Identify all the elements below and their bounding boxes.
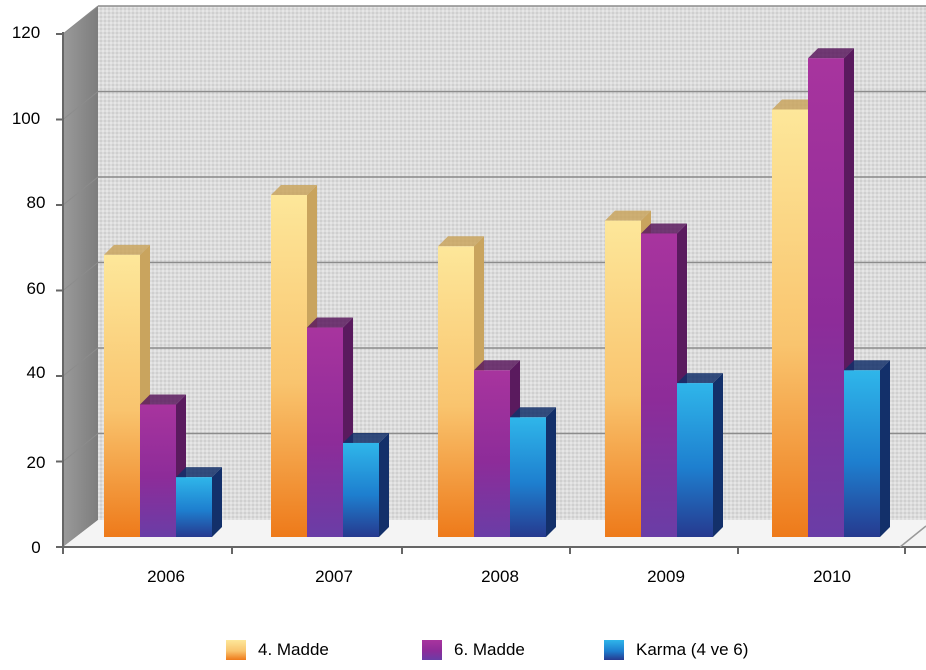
bar-top [176, 467, 222, 478]
bar-top [104, 244, 150, 255]
bar-front [343, 442, 379, 537]
bar-top [641, 223, 687, 234]
bar-6-madde-2010 [808, 48, 854, 537]
bar-front [307, 327, 343, 537]
bar-6-madde-2008 [474, 360, 520, 537]
bar-top [677, 373, 723, 384]
legend-label: 6. Madde [454, 640, 525, 659]
y-tick-label: 100 [12, 109, 40, 128]
bar-front [510, 417, 546, 537]
bar-top [271, 185, 317, 195]
bar-front [104, 254, 140, 537]
bar-front [271, 195, 307, 537]
bar-side [713, 373, 723, 537]
y-tick-label: 120 [12, 23, 40, 42]
bar-top [772, 99, 818, 110]
y-tick-label: 40 [27, 363, 46, 382]
legend-item-6-madde: 6. Madde [422, 640, 525, 660]
y-tick-label: 80 [27, 193, 46, 212]
bar-side [546, 407, 556, 537]
x-tick-label: 2009 [647, 567, 685, 586]
y-tick-label: 0 [31, 538, 40, 557]
y-tick-label: 20 [27, 453, 46, 472]
bar-front [844, 370, 880, 537]
legend-label: 4. Madde [258, 640, 329, 659]
bar-front [772, 109, 808, 537]
bar-front [808, 58, 844, 537]
bar-top [510, 407, 556, 418]
gridline-side [62, 91, 99, 120]
bar-front [677, 383, 713, 537]
gridline-side [62, 433, 99, 462]
bar-side [880, 360, 890, 537]
bar-front [140, 404, 176, 537]
bar-top [140, 394, 186, 405]
bar-top [307, 317, 353, 328]
bar-side [212, 467, 222, 537]
gridline-side [62, 347, 99, 377]
legend-item-4-madde: 4. Madde [226, 640, 329, 660]
bar-top [474, 360, 520, 371]
gridline-side [62, 262, 99, 291]
y-tick-label: 60 [27, 279, 46, 298]
bar-front [605, 220, 641, 537]
legend-swatch-4-madde [226, 640, 246, 660]
legend-swatch-karma [604, 640, 624, 660]
bars [104, 48, 890, 538]
bar-karma-4-ve-6--2007 [343, 432, 389, 537]
bar-top [605, 210, 651, 221]
y-tick-marks [56, 33, 906, 554]
bar-top [808, 48, 854, 59]
legend-swatch-6-madde [422, 640, 442, 660]
bar-top [438, 236, 484, 247]
x-tick-label: 2007 [315, 567, 353, 586]
bar-karma-4-ve-6--2008 [510, 407, 556, 537]
bar-top [343, 432, 389, 443]
y-ticks: 0 20 40 60 80 100 120 [12, 23, 46, 557]
bar-4-madde-2006 [104, 244, 150, 537]
legend-label: Karma (4 ve 6) [636, 640, 749, 659]
legend: 4. Madde 6. Madde Karma (4 ve 6) [0, 640, 926, 670]
bar-front [176, 477, 212, 537]
x-tick-label: 2006 [147, 567, 185, 586]
bar-karma-4-ve-6--2006 [176, 467, 222, 537]
bar-front [474, 370, 510, 537]
bar-karma-4-ve-6--2009 [677, 373, 723, 537]
bar-front [641, 233, 677, 537]
bar-side [379, 432, 389, 537]
x-tick-label: 2010 [813, 567, 851, 586]
chart-svg: 0 20 40 60 80 100 120 2006 2007 2008 200… [12, 5, 926, 586]
gridline-side [62, 5, 99, 35]
bar-karma-4-ve-6--2010 [844, 360, 890, 537]
x-ticks: 2006 2007 2008 2009 2010 [147, 567, 851, 586]
gridline-side [62, 176, 99, 206]
bar-front [438, 246, 474, 538]
legend-item-karma: Karma (4 ve 6) [604, 640, 748, 660]
bar-top [844, 360, 890, 371]
x-tick-label: 2008 [481, 567, 519, 586]
